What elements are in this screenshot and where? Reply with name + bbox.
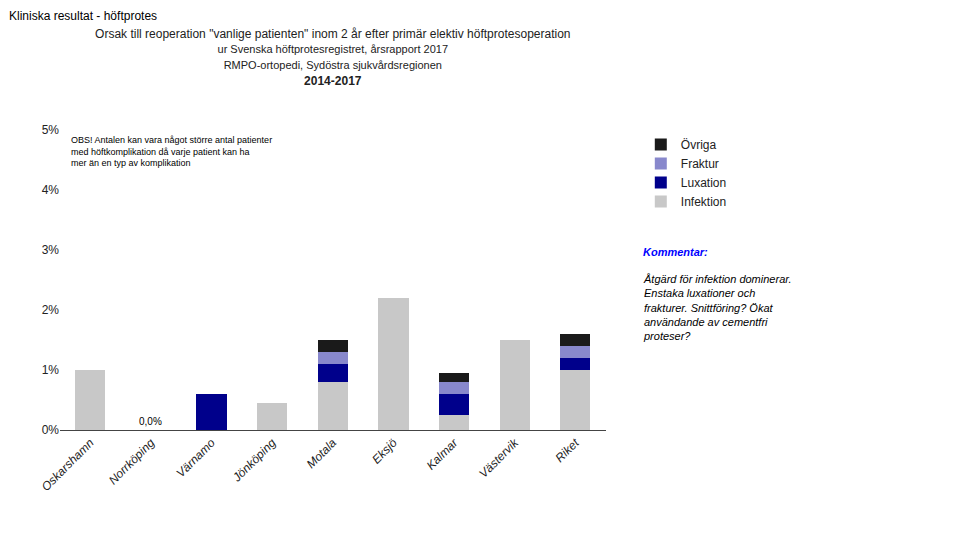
svg-text:Åtgärd för infektion dominerar: Åtgärd för infektion dominerar.Enstaka l… <box>643 273 792 342</box>
svg-text:Infektion: Infektion <box>681 195 726 209</box>
svg-text:0%: 0% <box>42 423 60 437</box>
svg-text:Kalmar: Kalmar <box>424 435 461 472</box>
svg-text:Norrköping: Norrköping <box>106 436 158 488</box>
svg-text:Orsak till reoperation "vanlig: Orsak till reoperation "vanlige patiente… <box>95 27 570 88</box>
svg-text:Värnamo: Värnamo <box>174 436 219 481</box>
svg-text:Oskarshamn: Oskarshamn <box>39 436 97 494</box>
svg-text:Fraktur: Fraktur <box>681 157 719 171</box>
svg-text:Luxation: Luxation <box>681 176 726 190</box>
svg-text:Västervik: Västervik <box>476 435 522 481</box>
svg-text:0,0%: 0,0% <box>139 416 162 427</box>
svg-text:5%: 5% <box>42 123 60 137</box>
svg-text:1%: 1% <box>42 363 60 377</box>
svg-text:OBS! Antalen kan vara något st: OBS! Antalen kan vara något större antal… <box>71 135 272 168</box>
svg-text:Motala: Motala <box>304 436 340 472</box>
svg-text:Kommentar:: Kommentar: <box>643 246 708 258</box>
svg-text:Jönköping: Jönköping <box>229 436 279 486</box>
svg-text:4%: 4% <box>42 183 60 197</box>
svg-text:Riket: Riket <box>552 435 582 465</box>
svg-text:Eksjö: Eksjö <box>369 436 400 467</box>
svg-text:3%: 3% <box>42 243 60 257</box>
svg-text:2%: 2% <box>42 303 60 317</box>
svg-text:Kliniska resultat - höftprotes: Kliniska resultat - höftprotes <box>9 9 157 23</box>
svg-text:Övriga: Övriga <box>681 138 717 152</box>
